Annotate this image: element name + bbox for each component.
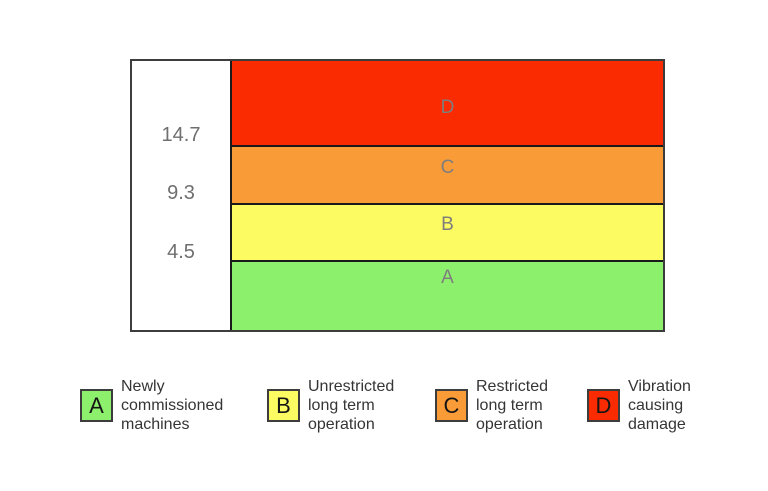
zone-band-b: B bbox=[232, 205, 663, 262]
legend-letter-b: B bbox=[276, 392, 291, 418]
zone-label-a: A bbox=[441, 267, 454, 288]
legend-label-d: Vibration causing damage bbox=[628, 378, 691, 433]
zone-label-c: C bbox=[440, 157, 455, 178]
zone-bands: D C B A bbox=[232, 61, 663, 330]
severity-zone-chart: 14.7 9.3 4.5 D C B A bbox=[130, 59, 665, 332]
legend-item-d: D Vibration causing damage bbox=[587, 377, 691, 434]
threshold-scale-column: 14.7 9.3 4.5 bbox=[132, 61, 232, 330]
legend-swatch-c: C bbox=[435, 389, 468, 422]
legend-letter-a: A bbox=[89, 392, 104, 418]
legend-swatch-a: A bbox=[80, 389, 113, 422]
legend-letter-d: D bbox=[595, 392, 612, 418]
legend-letter-c: C bbox=[443, 392, 460, 418]
zone-band-a: A bbox=[232, 262, 663, 330]
threshold-value-9-3: 9.3 bbox=[167, 182, 195, 204]
threshold-value-4-5: 4.5 bbox=[167, 241, 195, 263]
legend-label-a: Newly commissioned machines bbox=[121, 378, 224, 433]
legend-swatch-d: D bbox=[587, 389, 620, 422]
legend-item-a: A Newly commissioned machines bbox=[80, 377, 223, 434]
legend-swatch-b: B bbox=[267, 389, 300, 422]
zone-label-d: D bbox=[440, 97, 455, 118]
legend-item-c: C Restricted long term operation bbox=[435, 377, 548, 434]
zone-band-c: C bbox=[232, 147, 663, 205]
zone-label-b: B bbox=[441, 214, 454, 235]
legend-label-b: Unrestricted long term operation bbox=[308, 378, 395, 433]
legend-label-c: Restricted long term operation bbox=[476, 378, 549, 433]
legend-item-b: B Unrestricted long term operation bbox=[267, 377, 394, 434]
threshold-value-14-7: 14.7 bbox=[161, 124, 201, 146]
zone-band-d: D bbox=[232, 61, 663, 147]
